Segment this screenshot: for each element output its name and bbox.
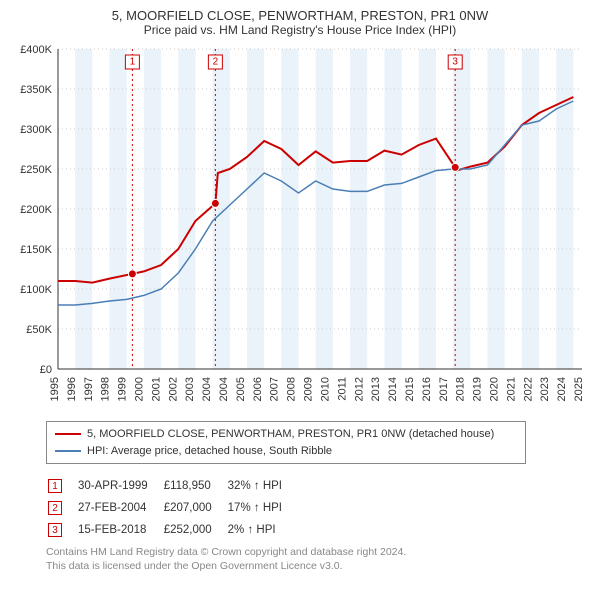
sale-marker-2: 2 xyxy=(208,55,222,69)
x-tick-label: 1998 xyxy=(100,377,112,401)
attribution-line: This data is licensed under the Open Gov… xyxy=(46,560,590,574)
x-tick-label: 2008 xyxy=(286,377,298,401)
sale-price: £207,000 xyxy=(164,498,226,518)
y-tick-label: £150K xyxy=(20,244,52,256)
chart-svg: £0 £50K £100K £150K £200K £250K £300K £350K £400… xyxy=(10,45,590,415)
x-tick-label: 2024 xyxy=(556,377,568,401)
x-tick-label: 2014 xyxy=(387,377,399,401)
x-tick-label: 2023 xyxy=(539,377,551,401)
y-tick-label: £400K xyxy=(20,45,52,56)
table-row: 2 27-FEB-2004£207,00017% ↑ HPI xyxy=(48,498,296,518)
attribution-line: Contains HM Land Registry data © Crown c… xyxy=(46,546,590,560)
sale-delta: 2% ↑ HPI xyxy=(228,520,296,540)
sales-table: 130-APR-1999£118,95032% ↑ HPI227-FEB-200… xyxy=(46,474,298,542)
x-tick-label: 2004 xyxy=(201,377,213,401)
x-tick-label: 2022 xyxy=(522,377,534,401)
x-tick-label: 2020 xyxy=(488,377,500,401)
table-row: 3 15-FEB-2018£252,0002% ↑ HPI xyxy=(48,520,296,540)
x-tick-label: 2017 xyxy=(438,377,450,401)
sale-price: £118,950 xyxy=(164,476,226,496)
y-tick-label: £350K xyxy=(20,84,52,96)
legend-label: HPI: Average price, detached house, Sout… xyxy=(87,443,332,460)
x-tick-label: 2009 xyxy=(303,377,315,401)
x-tick-label: 2000 xyxy=(134,377,146,401)
x-tick-label: 2025 xyxy=(573,377,585,401)
x-tick-label: 1995 xyxy=(49,377,61,401)
x-tick-label: 2001 xyxy=(150,377,162,401)
chart-title: 5, MOORFIELD CLOSE, PENWORTHAM, PRESTON,… xyxy=(10,8,590,23)
sale-date: 15-FEB-2018 xyxy=(78,520,162,540)
x-tick-label: 2002 xyxy=(167,377,179,401)
svg-text:1: 1 xyxy=(130,57,136,68)
x-tick-label: 1999 xyxy=(117,377,129,401)
sale-marker-box: 3 xyxy=(48,523,62,537)
x-tick-label: 2019 xyxy=(472,377,484,401)
x-tick-label: 2006 xyxy=(252,377,264,401)
x-tick-label: 2010 xyxy=(319,377,331,401)
x-tick-label: 2013 xyxy=(370,377,382,401)
legend-label: 5, MOORFIELD CLOSE, PENWORTHAM, PRESTON,… xyxy=(87,426,494,443)
sale-marker-1: 1 xyxy=(125,55,139,69)
legend-row: 5, MOORFIELD CLOSE, PENWORTHAM, PRESTON,… xyxy=(55,426,517,443)
sale-marker-3: 3 xyxy=(448,55,462,69)
sale-delta: 32% ↑ HPI xyxy=(228,476,296,496)
y-tick-label: £0 xyxy=(40,364,52,376)
chart-subtitle: Price paid vs. HM Land Registry's House … xyxy=(10,23,590,37)
attribution: Contains HM Land Registry data © Crown c… xyxy=(46,546,590,573)
x-tick-label: 2012 xyxy=(353,377,365,401)
svg-text:2: 2 xyxy=(213,57,219,68)
y-tick-label: £200K xyxy=(20,204,52,216)
legend: 5, MOORFIELD CLOSE, PENWORTHAM, PRESTON,… xyxy=(46,421,526,464)
x-tick-label: 2007 xyxy=(269,377,281,401)
legend-row: HPI: Average price, detached house, Sout… xyxy=(55,443,517,460)
x-tick-label: 1997 xyxy=(83,377,95,401)
sale-price: £252,000 xyxy=(164,520,226,540)
x-tick-label: 2016 xyxy=(421,377,433,401)
y-tick-label: £50K xyxy=(26,324,52,336)
chart: £0 £50K £100K £150K £200K £250K £300K £350K £400… xyxy=(10,45,590,415)
y-tick-label: £300K xyxy=(20,124,52,136)
x-tick-label: 2018 xyxy=(455,377,467,401)
legend-swatch xyxy=(55,433,81,435)
x-tick-label: 2015 xyxy=(404,377,416,401)
x-tick-label: 2011 xyxy=(336,377,348,401)
legend-swatch xyxy=(55,450,81,452)
sale-delta: 17% ↑ HPI xyxy=(228,498,296,518)
x-tick-label: 2004 xyxy=(218,377,230,401)
sale-date: 27-FEB-2004 xyxy=(78,498,162,518)
x-tick-label: 2021 xyxy=(505,377,517,401)
x-tick-label: 1996 xyxy=(66,377,78,401)
x-tick-label: 2005 xyxy=(235,377,247,401)
y-tick-label: £100K xyxy=(20,284,52,296)
sale-marker-box: 2 xyxy=(48,501,62,515)
svg-text:3: 3 xyxy=(452,57,458,68)
table-row: 1 30-APR-1999£118,95032% ↑ HPI xyxy=(48,476,296,496)
x-tick-label: 2003 xyxy=(184,377,196,401)
sale-marker-box: 1 xyxy=(48,479,62,493)
sale-date: 30-APR-1999 xyxy=(78,476,162,496)
y-tick-label: £250K xyxy=(20,164,52,176)
